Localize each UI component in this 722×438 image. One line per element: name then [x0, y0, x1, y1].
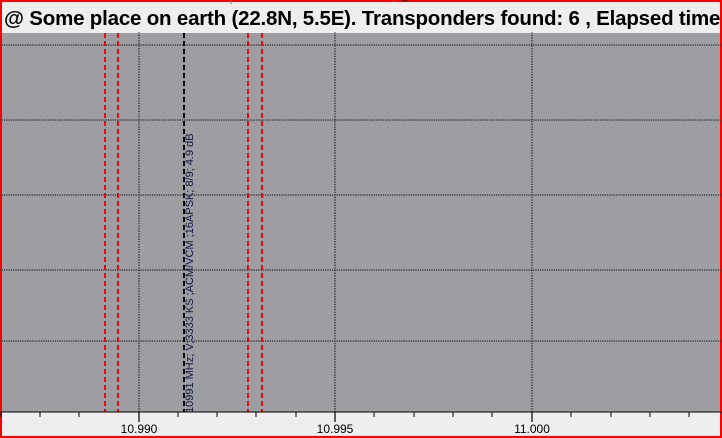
svg-text:10.990: 10.990 [121, 422, 158, 436]
svg-text:10991 MHz; V;3333 KS ;ACM/VCM: 10991 MHz; V;3333 KS ;ACM/VCM ;16APSK; 8… [184, 133, 196, 413]
svg-text:11.000: 11.000 [514, 422, 550, 436]
svg-text:10.995: 10.995 [317, 422, 354, 436]
